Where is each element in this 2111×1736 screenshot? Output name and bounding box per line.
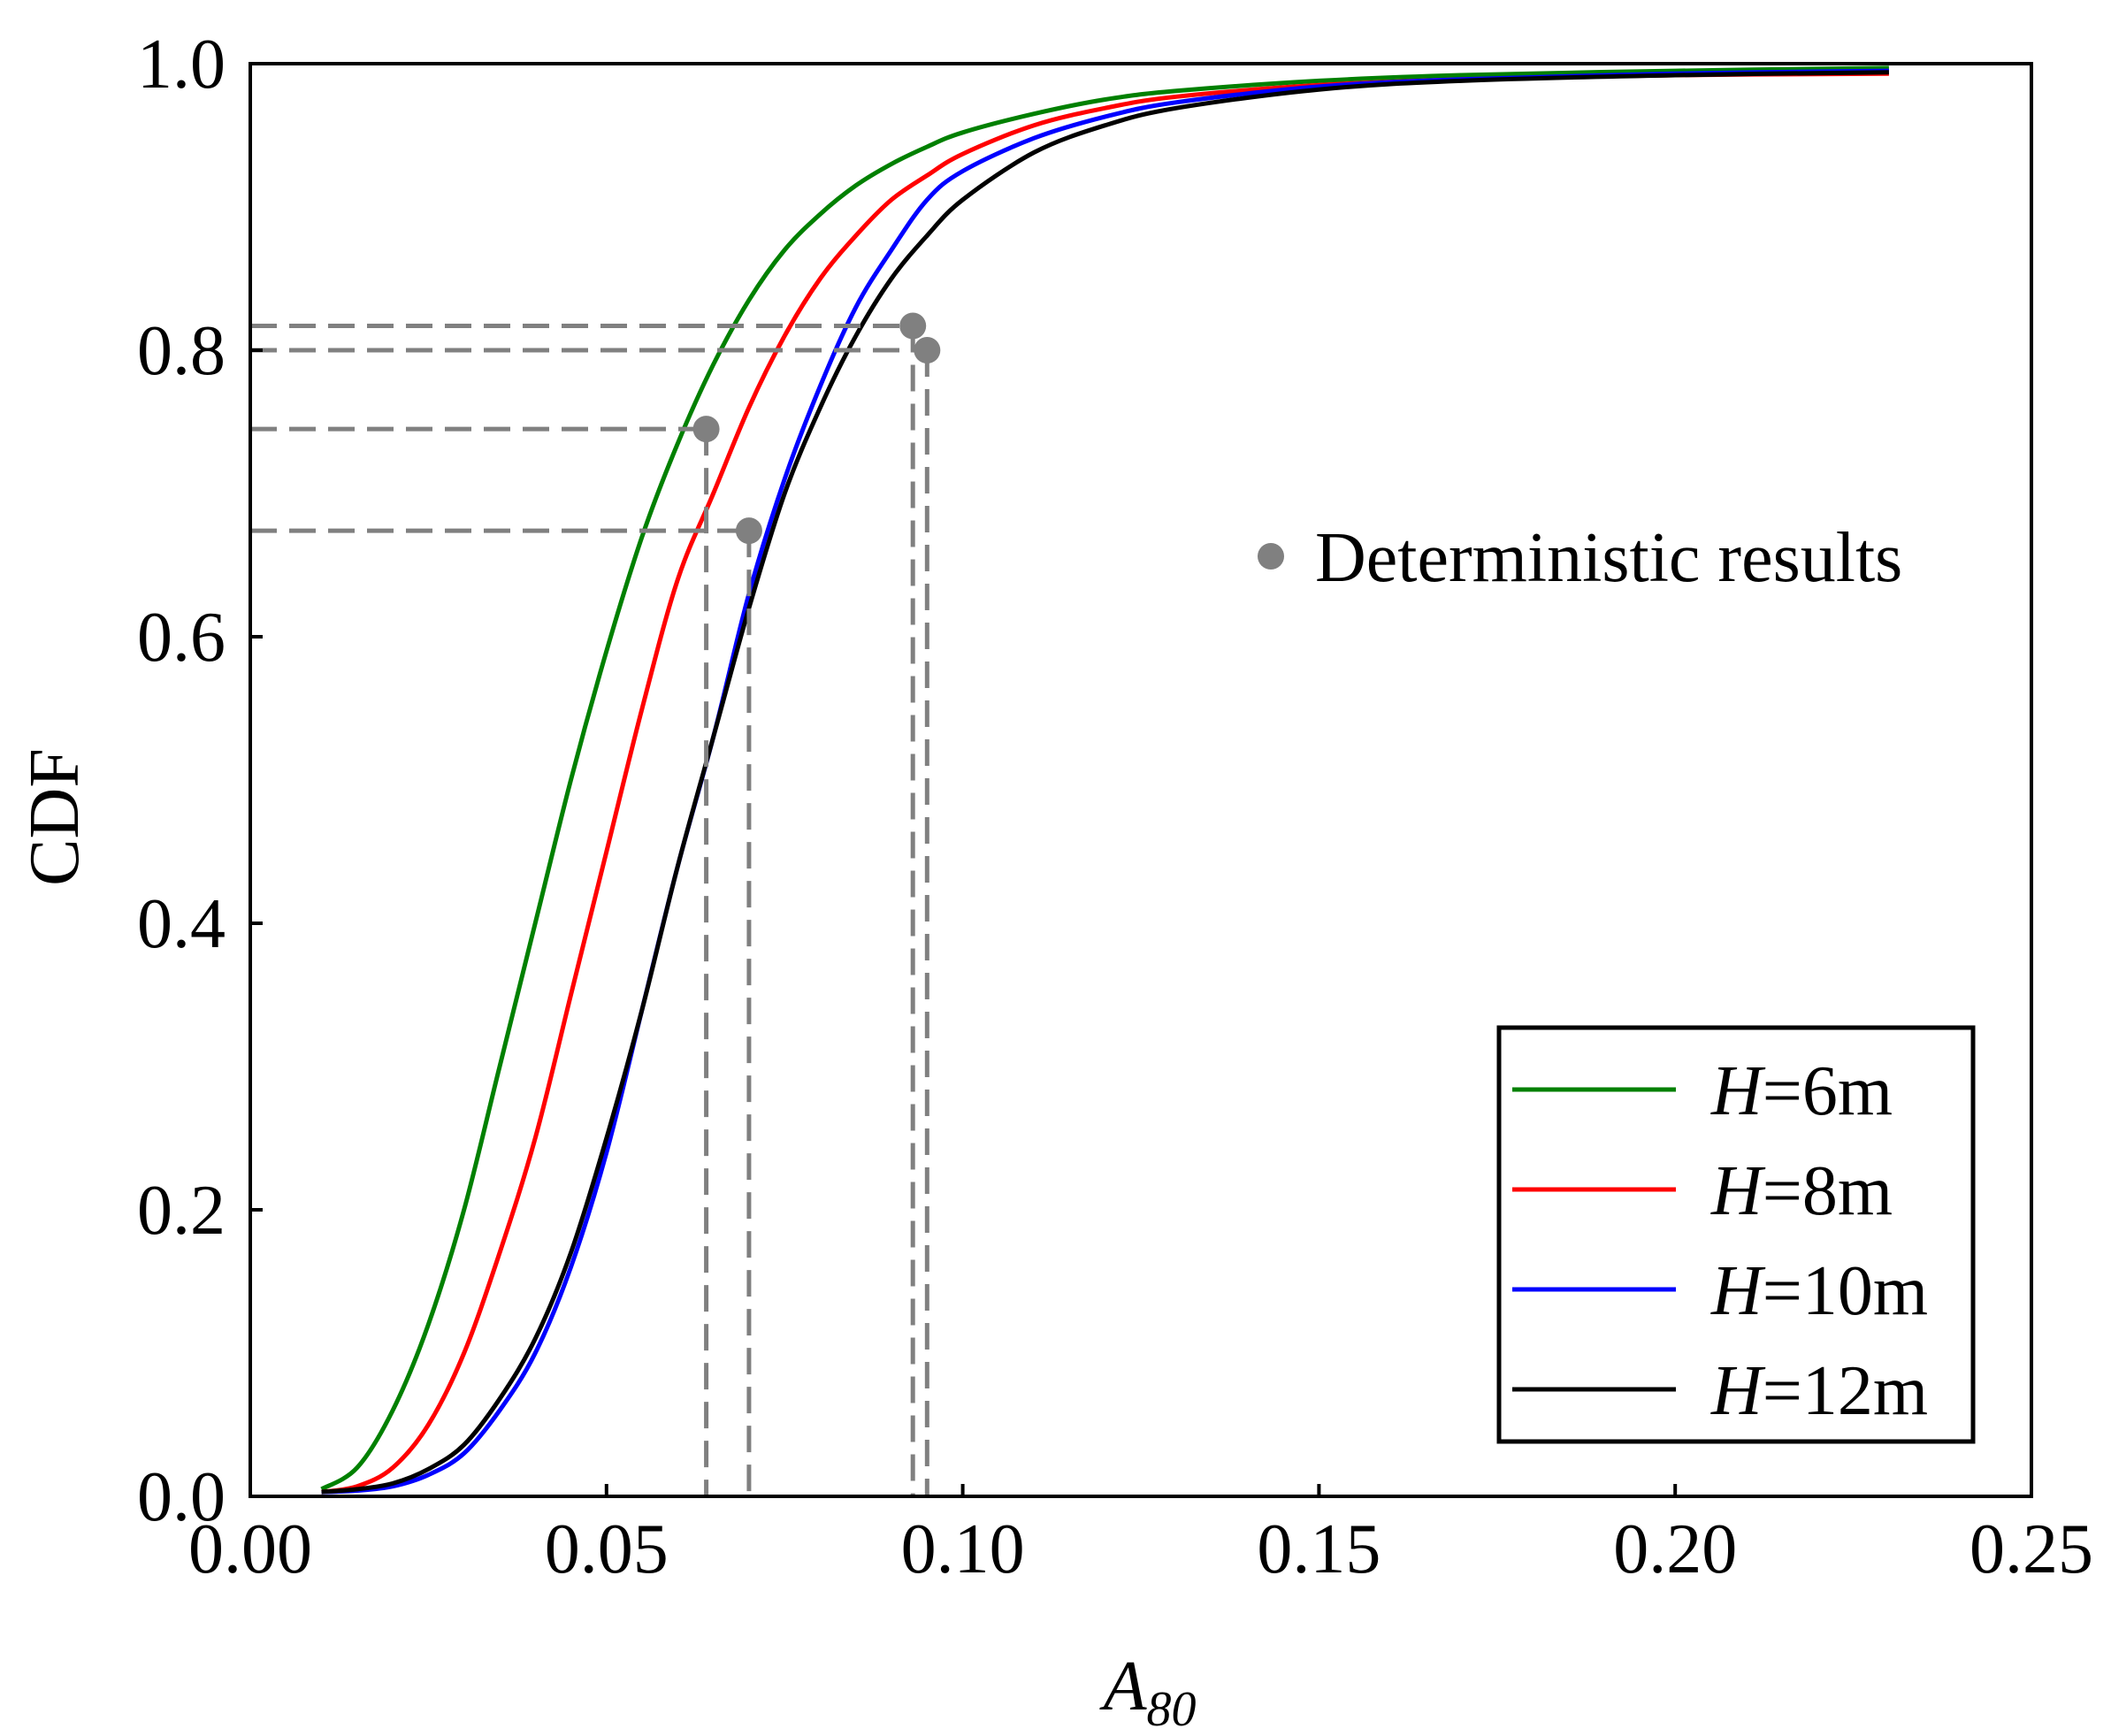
y-axis-title: CDF <box>16 748 94 886</box>
x-axis-title-main: A <box>1099 1648 1148 1725</box>
x-axis-title-sub: 80 <box>1146 1682 1196 1736</box>
series-lines <box>320 65 1889 1495</box>
legend-label-3: H=12m <box>1710 1352 1928 1430</box>
y-tick-label-5: 1.0 <box>137 26 226 103</box>
x-tick-label-2: 0.10 <box>901 1510 1025 1588</box>
legend-label-1: H=8m <box>1710 1152 1893 1230</box>
series-line-0 <box>320 65 1889 1492</box>
legend-label-0: H=6m <box>1710 1052 1893 1130</box>
y-tick-label-2: 0.4 <box>137 885 226 963</box>
deterministic-results-annotation: Deterministic results <box>1258 519 1902 597</box>
deterministic-results-marker <box>1258 543 1284 570</box>
y-tick-label-1: 0.2 <box>137 1172 226 1250</box>
x-axis-title: A80 <box>1099 1648 1197 1736</box>
plot-frame <box>249 62 2033 1498</box>
deterministic-point-3 <box>914 337 941 363</box>
deterministic-point-2 <box>899 312 927 340</box>
deterministic-points <box>692 312 941 545</box>
legend: H=6m H=8m H=10m H=12m <box>1496 1025 1976 1444</box>
x-tick-label-0: 0.00 <box>188 1510 312 1588</box>
axis-ticks: 0.00 0.05 0.10 0.15 0.20 0.25 0.0 0.2 0.4 0.6 0.8 1… <box>137 26 2093 1588</box>
legend-label-2: H=10m <box>1710 1252 1928 1330</box>
legend-box <box>1496 1025 1976 1444</box>
deterministic-results-label: Deterministic results <box>1315 519 1902 597</box>
deterministic-point-1 <box>735 517 762 545</box>
x-tick-label-3: 0.15 <box>1257 1510 1381 1588</box>
y-tick-label-3: 0.6 <box>137 599 226 677</box>
y-tick-label-0: 0.0 <box>137 1458 226 1536</box>
x-tick-label-1: 0.05 <box>545 1510 669 1588</box>
deterministic-point-0 <box>692 416 720 443</box>
x-tick-label-4: 0.20 <box>1613 1510 1737 1588</box>
x-tick-label-5: 0.25 <box>1970 1510 2093 1588</box>
series-line-3 <box>321 70 1889 1495</box>
y-tick-label-4: 0.8 <box>137 312 226 390</box>
dashed-guides <box>250 323 929 1496</box>
series-line-2 <box>321 68 1889 1495</box>
